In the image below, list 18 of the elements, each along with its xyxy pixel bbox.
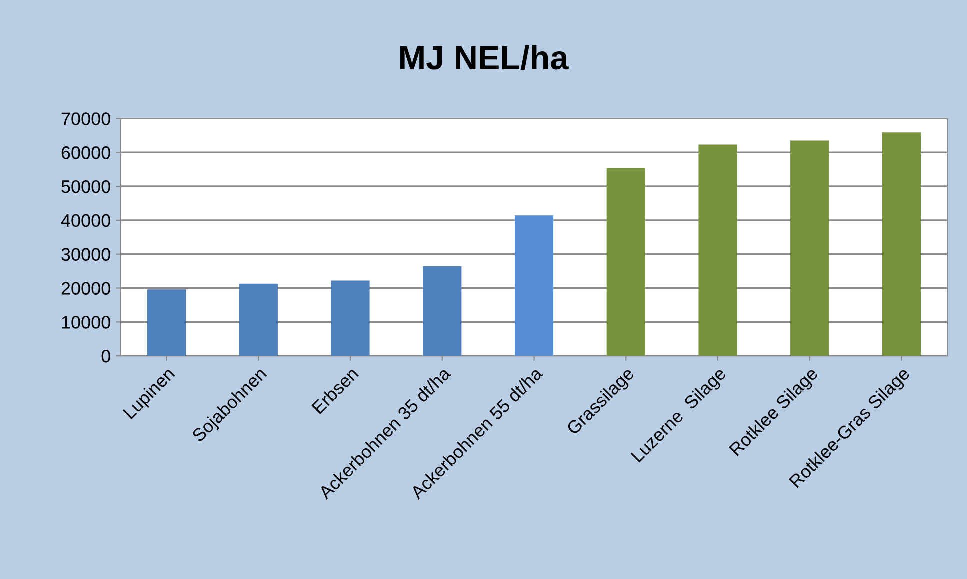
y-tick-label: 40000 <box>61 214 110 228</box>
y-tick-label: 20000 <box>62 282 110 295</box>
chart-title: MJ NEL/ha <box>400 45 569 70</box>
bar <box>514 216 554 356</box>
bar <box>698 144 738 356</box>
bar <box>882 132 922 356</box>
y-tick-label: 10000 <box>62 316 110 329</box>
bar <box>239 284 278 356</box>
y-tick-label: 70000 <box>62 112 110 126</box>
bar <box>148 290 186 356</box>
y-tick-label: 60000 <box>62 146 110 160</box>
bar <box>790 140 830 356</box>
y-tick-label: 50000 <box>62 180 110 194</box>
bar <box>606 168 646 356</box>
bar <box>423 266 462 356</box>
y-tick-label: 0 <box>102 350 110 363</box>
bar <box>331 280 370 356</box>
y-tick-label: 30000 <box>62 248 110 262</box>
